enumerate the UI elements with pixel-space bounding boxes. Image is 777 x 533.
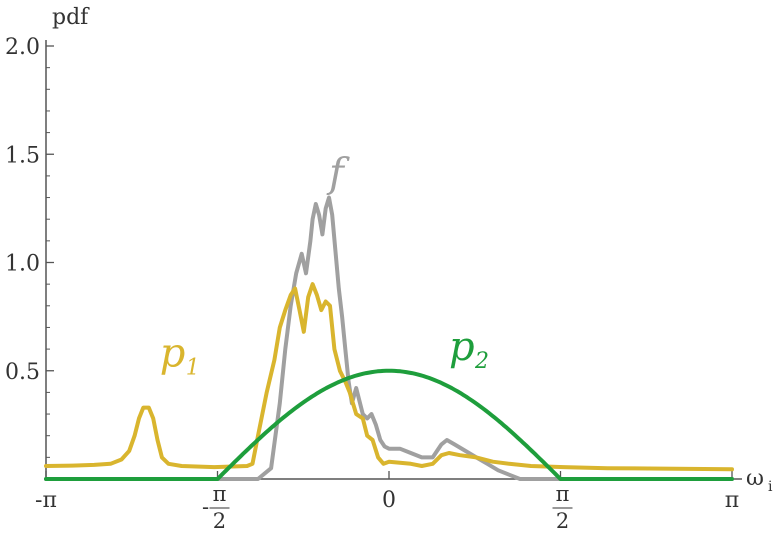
y-axis-label: pdf (52, 5, 90, 30)
series-label-f: f (326, 151, 350, 197)
series-label-subscript: 1 (186, 355, 200, 380)
series-line-p1 (44, 282, 734, 472)
y-tick-label: 1.0 (5, 252, 40, 277)
x-tick-sign: - (202, 495, 209, 519)
x-axis-label: ω (746, 466, 764, 491)
y-tick-label: 1.5 (5, 143, 40, 168)
x-tick-label: π (725, 488, 739, 513)
x-tick-label-fraction: -π 2 (202, 482, 230, 533)
y-tick-label: 0.5 (5, 360, 40, 385)
x-tick-label: -π (35, 488, 57, 513)
x-axis-label-subscript: i (768, 479, 773, 495)
series-labels: fp 1 p 2 (160, 151, 489, 381)
series-label-subscript: 2 (474, 349, 489, 374)
x-tick-denominator: 2 (556, 509, 569, 533)
series-label-p2: p (449, 324, 475, 370)
series-line-p2 (44, 368, 734, 481)
x-tick-denominator: 2 (213, 509, 226, 533)
series-line-f (44, 195, 734, 481)
y-tick-label: 2.0 (5, 35, 40, 60)
x-tick-label-fraction: π2 (552, 482, 573, 533)
series-label-p1: p (160, 330, 186, 376)
x-tick-numerator: π (213, 482, 227, 506)
x-tick-numerator: π (556, 482, 570, 506)
series-layer (44, 195, 734, 481)
x-tick-label: 0 (382, 488, 396, 513)
